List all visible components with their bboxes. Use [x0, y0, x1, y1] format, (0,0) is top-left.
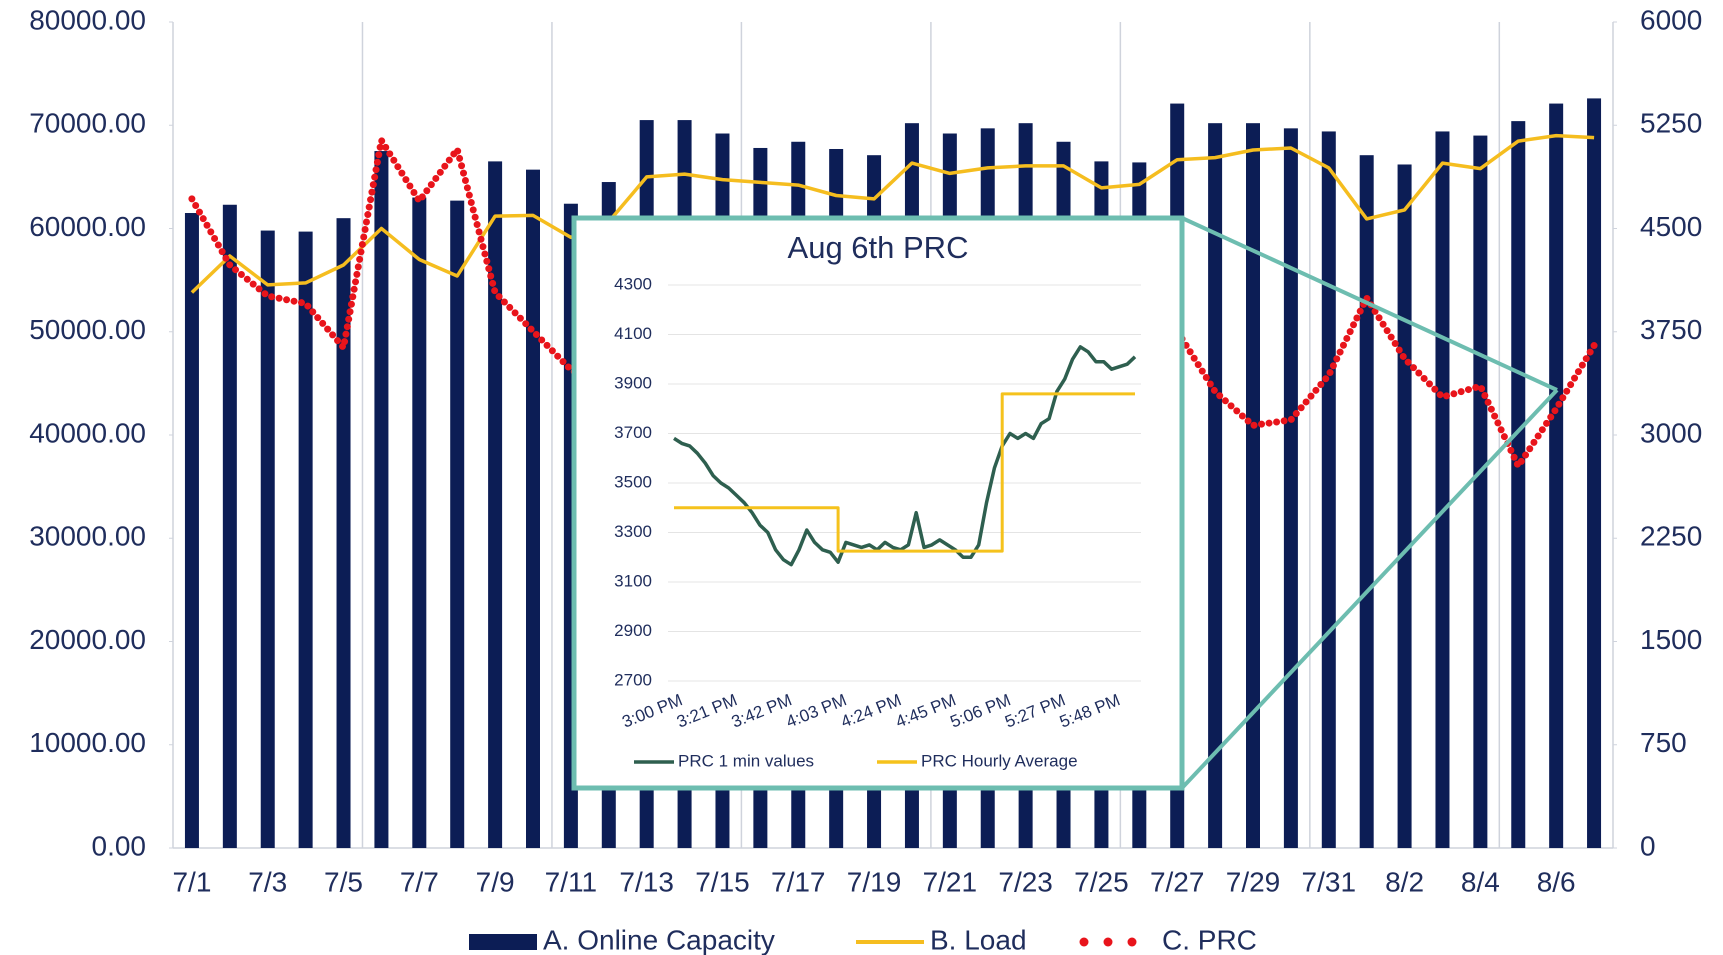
- y-tick-label: 4300: [614, 274, 652, 293]
- y-tick-label: 20000.00: [29, 624, 146, 655]
- y-tick-label: 3900: [614, 373, 652, 392]
- inset-frame: [571, 215, 1185, 791]
- y-tick-label: 2900: [614, 621, 652, 640]
- bar: [1473, 135, 1488, 848]
- x-tick-label: 7/15: [695, 866, 750, 897]
- y-tick-label: 50000.00: [29, 314, 146, 345]
- y-tick-label: 3700: [614, 423, 652, 442]
- zoom-connectors: [1180, 216, 1559, 790]
- legend-label: B. Load: [930, 924, 1027, 955]
- x-tick-label: 7/23: [998, 866, 1053, 897]
- y-tick-label: 4100: [614, 324, 652, 343]
- bar: [488, 161, 503, 848]
- bar: [1283, 128, 1298, 848]
- connector: [1181, 216, 1558, 392]
- bar: [1321, 131, 1336, 848]
- y2-tick-label: 750: [1640, 727, 1687, 758]
- x-tick-label: 7/11: [545, 866, 597, 897]
- y-tick-label: 3500: [614, 472, 652, 491]
- y2-tick-label: 6000: [1640, 4, 1702, 35]
- legend-label: PRC 1 min values: [678, 751, 814, 770]
- bar: [1359, 155, 1374, 848]
- y-tick-label: 0.00: [92, 830, 147, 861]
- y2-tick-label: 1500: [1640, 624, 1702, 655]
- x-tick-label: 8/6: [1537, 866, 1576, 897]
- x-tick-label: 7/19: [847, 866, 902, 897]
- x-tick-label: 7/21: [923, 866, 978, 897]
- x-tick-label: 7/29: [1226, 866, 1281, 897]
- y-tick-label: 40000.00: [29, 417, 146, 448]
- x-tick-label: 7/31: [1302, 866, 1357, 897]
- legend-swatch: [469, 934, 537, 950]
- y-tick-label: 80000.00: [29, 4, 146, 35]
- y-tick-label: 60000.00: [29, 211, 146, 242]
- bar: [526, 169, 540, 848]
- y2-tick-label: 0: [1640, 830, 1656, 861]
- x-tick-label: 8/2: [1385, 866, 1424, 897]
- legend-label: A. Online Capacity: [543, 924, 775, 955]
- x-tick-label: 7/25: [1074, 866, 1129, 897]
- legend-label: C. PRC: [1162, 924, 1257, 955]
- bar: [222, 204, 237, 848]
- y-tick-label: 3100: [614, 571, 652, 590]
- y-tick-label: 70000.00: [29, 108, 146, 139]
- bar: [260, 230, 275, 848]
- bar: [298, 231, 313, 848]
- bar: [1246, 123, 1260, 848]
- bar: [1208, 123, 1223, 848]
- y-tick-label: 30000.00: [29, 521, 146, 552]
- y2-tick-label: 4500: [1640, 211, 1702, 242]
- x-tick-label: 7/9: [476, 866, 515, 897]
- inset-chart: Aug 6th PRC 2700 2900 3100 3300 3500 3700 3900 4…: [571, 215, 1185, 791]
- x-tick-label: 7/27: [1150, 866, 1205, 897]
- x-tick-label: 7/13: [619, 866, 674, 897]
- line-series: [674, 392, 1135, 553]
- y2-tick-label: 2250: [1640, 521, 1702, 552]
- legend-swatch: [1103, 937, 1113, 947]
- bar: [1397, 164, 1412, 849]
- bar: [450, 200, 465, 848]
- bar: [1587, 98, 1602, 848]
- bar: [374, 151, 389, 848]
- x-tick-label: 7/5: [324, 866, 363, 897]
- y2-tick-label: 5250: [1640, 108, 1702, 139]
- x-tick-label: 7/1: [172, 866, 211, 897]
- x-tick-label: 7/3: [248, 866, 287, 897]
- y-tick-label: 2700: [614, 670, 652, 689]
- bar: [412, 197, 427, 848]
- bar: [1435, 131, 1450, 848]
- line-series: [190, 133, 1595, 294]
- y2-tick-label: 3000: [1640, 417, 1702, 448]
- x-tick-label: 8/4: [1461, 866, 1500, 897]
- y2-tick-label: 3750: [1640, 314, 1702, 345]
- legend-swatch: [1079, 937, 1089, 947]
- x-tick-label: 7/17: [771, 866, 826, 897]
- bar: [184, 213, 199, 848]
- line-series: [673, 345, 1137, 567]
- y-tick-label: 10000.00: [29, 727, 146, 758]
- bar: [1511, 121, 1526, 849]
- bar: [1549, 103, 1564, 848]
- legend-label: PRC Hourly Average: [921, 751, 1078, 770]
- legend-swatch: [1127, 937, 1137, 947]
- bar: [336, 218, 351, 849]
- inset-title: Aug 6th PRC: [788, 230, 969, 265]
- x-tick-label: 7/7: [400, 866, 439, 897]
- y-tick-label: 3300: [614, 522, 652, 541]
- connector: [1180, 388, 1559, 790]
